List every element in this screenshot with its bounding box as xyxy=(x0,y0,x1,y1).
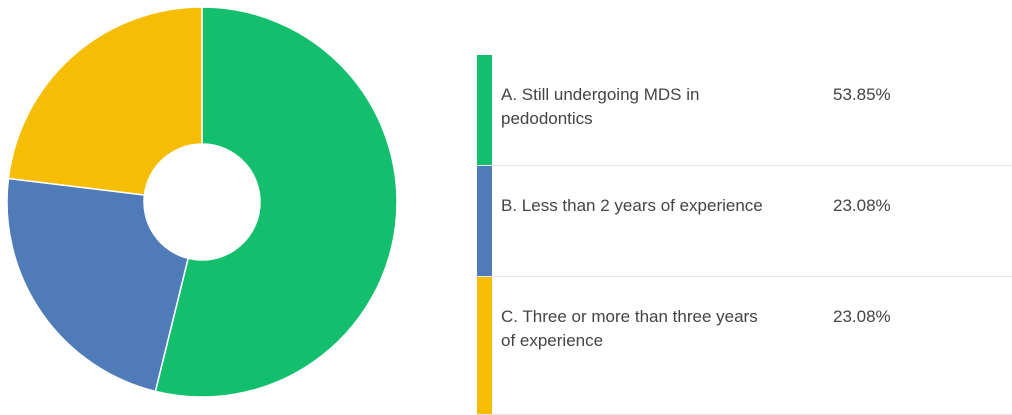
donut-segment xyxy=(7,6,203,196)
legend-value: 53.85% xyxy=(833,85,891,104)
legend-swatch xyxy=(477,166,492,276)
legend-value: 23.08% xyxy=(833,196,891,215)
legend-label: B. Less than 2 years of experience xyxy=(501,196,763,215)
legend-label: C. Three or more than three years of exp… xyxy=(501,307,758,350)
legend-value: 23.08% xyxy=(833,307,891,326)
legend-swatch xyxy=(477,277,492,414)
legend-label: A. Still undergoing MDS in pedodontics xyxy=(501,85,700,128)
legend-row: B. Less than 2 years of experience 23.08% xyxy=(477,166,1012,277)
legend-row: C. Three or more than three years of exp… xyxy=(477,277,1012,415)
legend: A. Still undergoing MDS in pedodontics 53… xyxy=(477,55,1012,415)
legend-row: A. Still undergoing MDS in pedodontics 53… xyxy=(477,55,1012,166)
donut-segment xyxy=(154,6,398,398)
donut-segment xyxy=(6,177,190,393)
donut-chart xyxy=(6,6,398,398)
legend-swatch xyxy=(477,55,492,165)
